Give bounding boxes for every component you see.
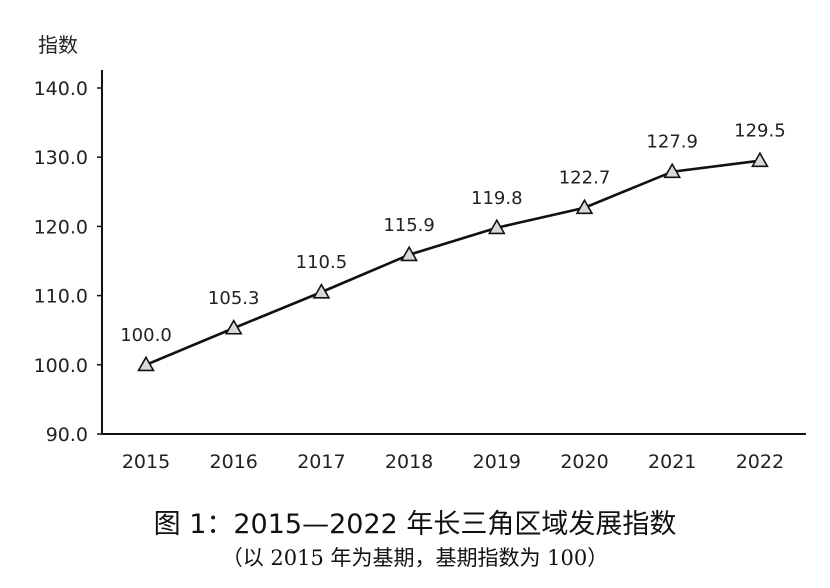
line-chart: 指数 90.0 100.0 110.0 120.0 130.0 140.0 2015 201…	[34, 33, 806, 473]
y-tick-label: 100.0	[34, 355, 88, 377]
chart-subtitle: （以 2015 年为基期，基期指数为 100）	[221, 546, 609, 570]
x-tick-label: 2019	[473, 451, 521, 473]
y-tick-label: 140.0	[34, 78, 88, 100]
x-tick-label: 2018	[385, 451, 433, 473]
data-label: 129.5	[734, 121, 786, 142]
data-point-marker	[751, 151, 769, 168]
y-tick-label: 130.0	[34, 147, 88, 169]
y-axis-label: 指数	[38, 33, 78, 57]
y-tick-label: 110.0	[34, 286, 88, 308]
data-point-marker	[400, 245, 418, 262]
x-tick-label: 2020	[560, 451, 608, 473]
x-tick-label: 2015	[122, 451, 170, 473]
x-tick-label: 2016	[210, 451, 258, 473]
series-line	[145, 159, 761, 366]
x-tick-label: 2017	[297, 451, 345, 473]
data-point-marker	[137, 355, 155, 372]
x-tick-label: 2022	[736, 451, 784, 473]
data-point-marker	[487, 218, 506, 235]
data-label: 122.7	[559, 168, 611, 189]
data-point-marker	[312, 283, 331, 299]
data-point-marker	[575, 198, 594, 215]
data-label: 100.0	[120, 325, 172, 346]
data-label: 127.9	[646, 132, 698, 153]
data-label: 110.5	[296, 252, 348, 273]
data-point-marker	[224, 319, 243, 335]
data-label: 115.9	[383, 215, 435, 236]
chart-title: 图 1：2015—2022 年长三角区域发展指数	[153, 509, 677, 540]
y-tick-label: 90.0	[46, 424, 88, 446]
data-label: 105.3	[208, 288, 260, 309]
data-label: 119.8	[471, 188, 523, 209]
data-point-marker	[663, 162, 682, 179]
x-tick-label: 2021	[648, 451, 696, 473]
y-tick-label: 120.0	[34, 216, 88, 238]
